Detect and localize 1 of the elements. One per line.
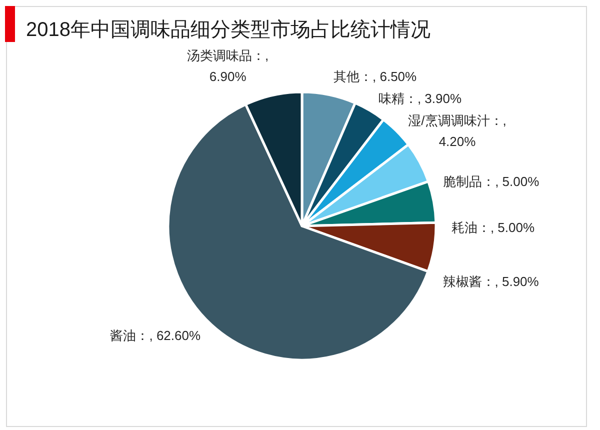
title: 2018年中国调味品细分类型市场占比统计情况 <box>26 19 430 41</box>
